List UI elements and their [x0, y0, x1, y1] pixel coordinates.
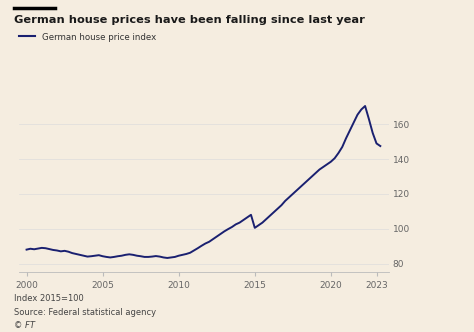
Text: German house prices have been falling since last year: German house prices have been falling si… [14, 15, 365, 25]
Text: Index 2015=100: Index 2015=100 [14, 294, 84, 303]
Text: © FT: © FT [14, 321, 35, 330]
Text: Source: Federal statistical agency: Source: Federal statistical agency [14, 308, 156, 317]
Legend: German house price index: German house price index [16, 29, 159, 45]
